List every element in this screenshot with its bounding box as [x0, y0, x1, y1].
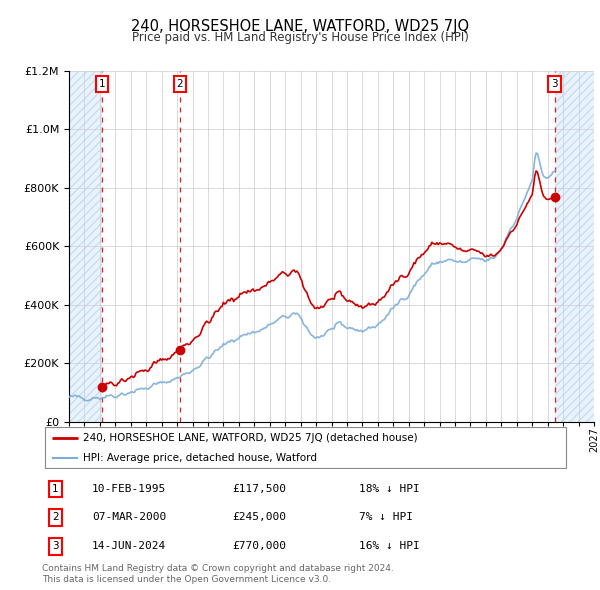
Text: 2: 2: [176, 79, 183, 89]
Text: 10-FEB-1995: 10-FEB-1995: [92, 484, 166, 494]
Text: 2: 2: [52, 512, 59, 522]
Text: 7% ↓ HPI: 7% ↓ HPI: [359, 512, 413, 522]
Bar: [69, 41, 102, 422]
Text: 07-MAR-2000: 07-MAR-2000: [92, 512, 166, 522]
Text: 1: 1: [52, 484, 59, 494]
Bar: [554, 41, 594, 422]
Text: £770,000: £770,000: [232, 542, 286, 552]
Text: £117,500: £117,500: [232, 484, 286, 494]
Text: 3: 3: [52, 542, 59, 552]
Text: 18% ↓ HPI: 18% ↓ HPI: [359, 484, 419, 494]
Text: £245,000: £245,000: [232, 512, 286, 522]
Text: 240, HORSESHOE LANE, WATFORD, WD25 7JQ: 240, HORSESHOE LANE, WATFORD, WD25 7JQ: [131, 19, 469, 34]
Text: 14-JUN-2024: 14-JUN-2024: [92, 542, 166, 552]
FancyBboxPatch shape: [44, 427, 566, 468]
Text: 16% ↓ HPI: 16% ↓ HPI: [359, 542, 419, 552]
Text: HPI: Average price, detached house, Watford: HPI: Average price, detached house, Watf…: [83, 454, 317, 463]
Text: 3: 3: [551, 79, 558, 89]
Text: Price paid vs. HM Land Registry's House Price Index (HPI): Price paid vs. HM Land Registry's House …: [131, 31, 469, 44]
Bar: [554, 41, 594, 422]
Text: 240, HORSESHOE LANE, WATFORD, WD25 7JQ (detached house): 240, HORSESHOE LANE, WATFORD, WD25 7JQ (…: [83, 434, 418, 444]
Bar: [69, 41, 102, 422]
Text: Contains HM Land Registry data © Crown copyright and database right 2024.: Contains HM Land Registry data © Crown c…: [42, 564, 394, 573]
Text: This data is licensed under the Open Government Licence v3.0.: This data is licensed under the Open Gov…: [42, 575, 331, 584]
Text: 1: 1: [98, 79, 105, 89]
